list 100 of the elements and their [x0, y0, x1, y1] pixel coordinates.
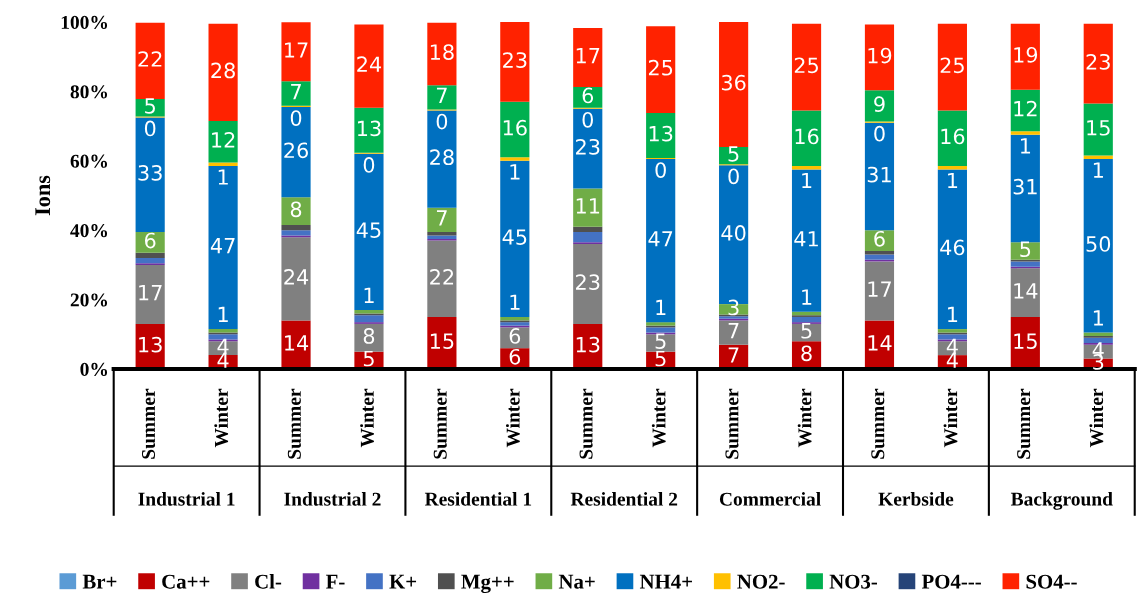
data-label: 23: [576, 138, 600, 155]
data-label: 25: [940, 57, 964, 74]
data-label: 31: [1013, 178, 1037, 195]
legend-label: PO4---: [921, 574, 981, 589]
data-label: 4: [217, 338, 229, 354]
data-label: 8: [801, 345, 812, 362]
legend-label: NH4+: [639, 574, 692, 589]
data-label: 22: [430, 269, 454, 285]
data-label: 22: [138, 51, 162, 67]
data-label: 36: [721, 74, 746, 91]
data-label: 0: [436, 113, 448, 130]
data-label: 13: [357, 120, 381, 137]
data-label: 13: [576, 336, 600, 353]
data-label: 0: [655, 162, 666, 178]
y-axis-title: Ions: [35, 175, 51, 216]
data-label: 14: [868, 335, 892, 351]
data-label: 23: [503, 52, 527, 68]
data-label: 1: [948, 172, 958, 189]
data-label: 7: [436, 87, 447, 104]
data-label: 1: [802, 289, 812, 305]
data-label: 24: [357, 56, 382, 72]
data-label: 15: [430, 333, 454, 350]
data-label: 5: [363, 350, 374, 367]
x-tick-label: Summer: [433, 388, 447, 459]
legend-label: Cl-: [255, 574, 282, 589]
data-label: 17: [868, 281, 891, 297]
data-label: 4: [217, 352, 229, 368]
data-label: 5: [655, 333, 666, 350]
data-label: 1: [1093, 310, 1103, 326]
data-label: 5: [728, 146, 739, 162]
data-label: 7: [436, 210, 447, 226]
legend-label: Na+: [558, 574, 595, 589]
data-label: 12: [212, 132, 235, 148]
x-tick-label: Summer: [287, 388, 301, 459]
x-tick-label: Winter: [360, 388, 374, 448]
data-label: 1: [948, 306, 958, 322]
data-label: 41: [794, 231, 818, 247]
x-tick-label: Winter: [943, 388, 958, 448]
data-label: 24: [284, 269, 309, 285]
data-label: 16: [941, 128, 965, 145]
data-label: 14: [285, 335, 309, 351]
data-label: 3: [728, 299, 739, 316]
x-tick-label: Summer: [871, 388, 885, 459]
data-label: 45: [502, 229, 527, 245]
data-label: 15: [1087, 120, 1110, 136]
y-tick-label: 20%: [70, 293, 108, 307]
data-label: 23: [1086, 53, 1110, 70]
data-label: 33: [138, 164, 162, 181]
data-label: 0: [144, 120, 156, 137]
data-label: 28: [211, 62, 235, 79]
data-label: 46: [940, 239, 965, 256]
data-label: 1: [1093, 162, 1103, 178]
data-label: 16: [503, 119, 527, 136]
data-label: 19: [868, 47, 892, 64]
x-tick-label: Winter: [214, 388, 229, 448]
legend-label: K+: [389, 574, 417, 589]
data-label: 0: [874, 125, 885, 142]
data-label: 6: [582, 87, 594, 104]
data-label: 1: [218, 306, 228, 322]
x-tick-label: Summer: [725, 388, 739, 459]
text: Residential 1: [424, 492, 532, 506]
data-label: 47: [210, 238, 235, 254]
x-tick-label: Winter: [1089, 388, 1104, 448]
legend-label: F-: [326, 574, 345, 589]
x-tick-label: Summer: [1017, 388, 1031, 459]
legend-label: Mg++: [461, 574, 514, 594]
data-label: 6: [509, 328, 521, 344]
data-label: 6: [509, 348, 521, 365]
legend-label: NO3-: [829, 574, 878, 589]
x-tick-label: Summer: [141, 388, 156, 459]
y-tick-label: 80%: [70, 85, 108, 99]
data-label: 17: [576, 47, 600, 64]
data-label: 17: [139, 284, 162, 301]
data-label: 1: [364, 287, 374, 303]
data-label: 7: [291, 84, 301, 100]
x-tick-label: Winter: [506, 388, 520, 448]
data-label: 23: [576, 274, 600, 291]
y-tick-label: 60%: [70, 154, 108, 168]
y-tick-label: 40%: [70, 224, 108, 238]
y-tick-label: 100%: [61, 15, 108, 29]
data-label: 16: [795, 128, 819, 145]
data-label: 15: [1014, 333, 1037, 350]
y-tick-label: 0%: [80, 362, 108, 376]
data-label: 12: [1014, 100, 1037, 117]
legend-label: NO2-: [737, 574, 785, 589]
data-label: 19: [1014, 46, 1038, 63]
data-label: 13: [139, 336, 162, 353]
x-tick-label: Summer: [579, 388, 593, 459]
data-label: 25: [794, 57, 818, 74]
data-label: 25: [648, 59, 673, 76]
data-label: 0: [363, 157, 375, 173]
text: Commercial: [719, 492, 821, 506]
data-label: 9: [874, 96, 885, 113]
data-label: 7: [728, 347, 739, 363]
text: Kerbside: [878, 492, 954, 506]
data-label: 6: [144, 232, 156, 249]
data-label: 6: [874, 230, 885, 247]
data-label: 4: [946, 338, 958, 354]
data-label: 1: [1020, 138, 1031, 154]
data-label: 1: [802, 172, 812, 189]
